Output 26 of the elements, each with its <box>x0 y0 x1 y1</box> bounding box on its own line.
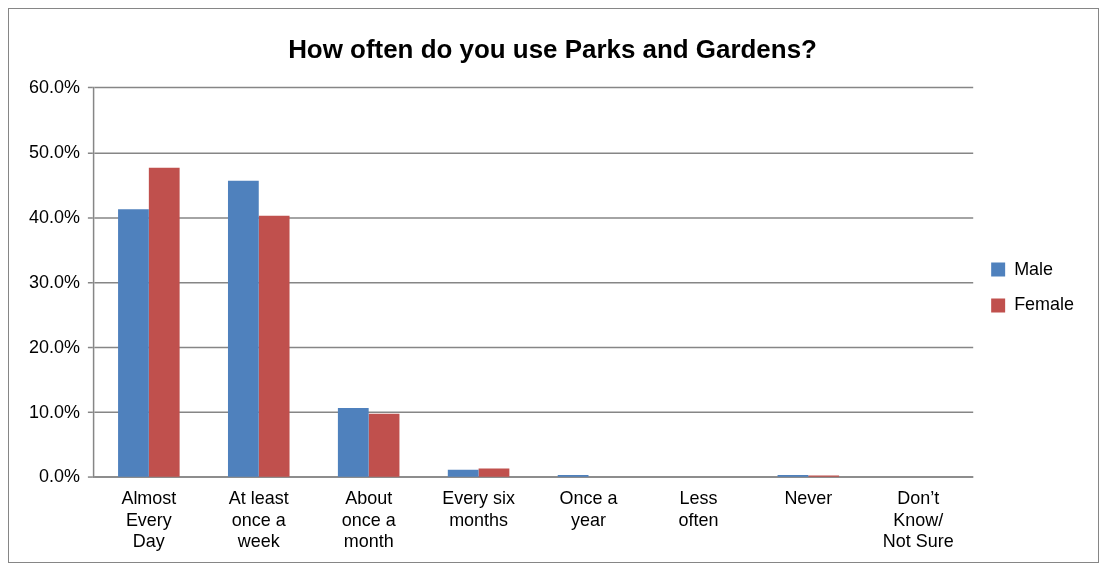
x-tick-label: At least once a week <box>228 488 289 552</box>
y-tick-label: 50.0% <box>28 141 80 162</box>
x-tick-label: Less often <box>678 488 719 530</box>
x-tick-label: Once a year <box>559 488 618 530</box>
y-tick-label: 20.0% <box>28 336 80 357</box>
bar <box>148 167 180 477</box>
chart-title: How often do you use Parks and Gardens? <box>288 34 817 63</box>
y-tick-label: 40.0% <box>28 206 80 227</box>
x-tick-label: Almost Every Day <box>121 488 177 552</box>
x-tick-label: Every six months <box>442 488 516 530</box>
bar <box>447 469 479 477</box>
bar <box>227 180 259 477</box>
x-tick-label: Don’t Know/ Not Sure <box>882 488 954 552</box>
bar <box>478 468 510 477</box>
bar <box>337 408 369 477</box>
y-tick-label: 30.0% <box>28 271 80 292</box>
y-tick-label: 10.0% <box>28 401 80 422</box>
x-tick-label: About once a month <box>341 488 396 552</box>
bar <box>118 209 149 477</box>
bar <box>368 413 400 477</box>
y-tick-label: 0.0% <box>38 466 80 487</box>
bar <box>258 215 290 477</box>
legend-label: Male <box>1014 258 1054 279</box>
y-tick-label: 60.0% <box>28 76 80 97</box>
legend-label: Female <box>1014 294 1075 315</box>
x-tick-label: Never <box>784 488 833 509</box>
